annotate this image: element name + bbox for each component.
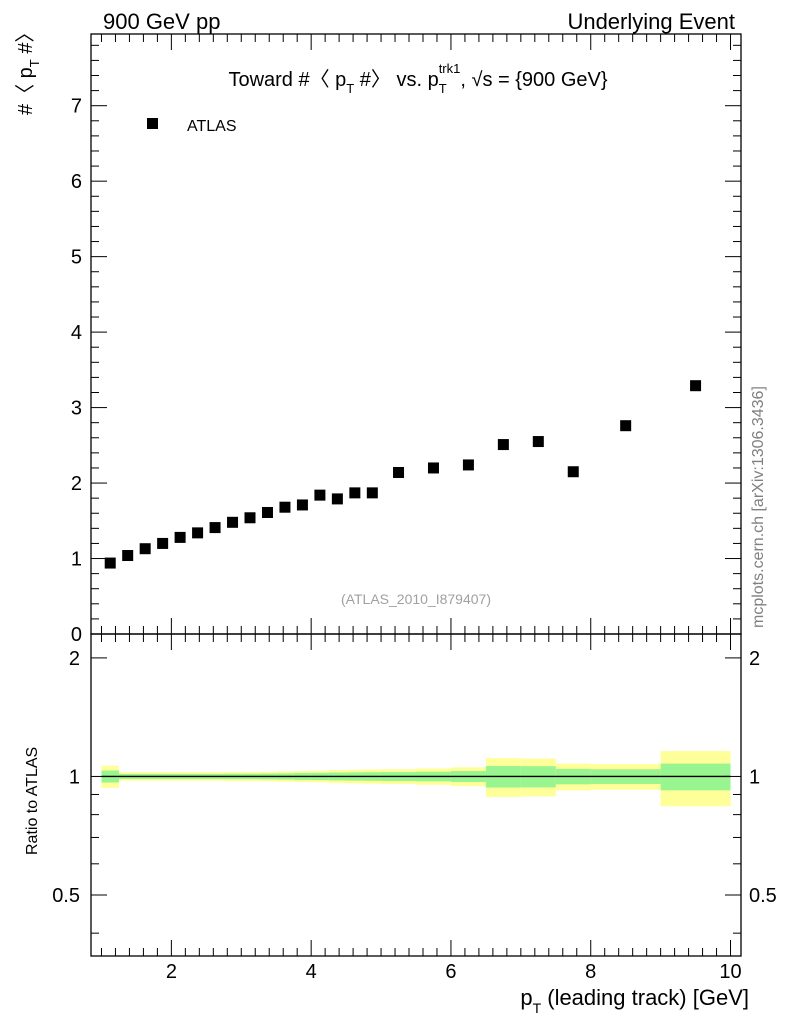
ratio-axis-ticks (91, 634, 741, 956)
x-tick-label: 6 (445, 961, 456, 983)
y-tick-label: 7 (71, 96, 82, 118)
main-y-axis-label: #〈 pT #〉 (15, 23, 42, 115)
x-tick-label: 8 (585, 961, 596, 983)
x-axis-label: pT (leading track) [GeV] (520, 985, 749, 1016)
ratio-y-tick-label-left: 0.5 (52, 885, 80, 907)
data-point (296, 499, 308, 511)
data-point (227, 516, 239, 528)
data-point (393, 466, 405, 478)
header-right: Underlying Event (567, 9, 735, 34)
ratio-y-tick-labels: 0.5 0.5 1 1 2 2 (52, 648, 777, 907)
data-point (366, 487, 378, 499)
data-point (349, 487, 361, 499)
data-point (497, 439, 509, 451)
data-point (690, 380, 702, 392)
data-point (174, 531, 186, 543)
x-tick-labels: 2 4 6 8 10 (166, 961, 742, 983)
y-tick-label: 0 (71, 624, 82, 646)
main-title: Toward #〈 pT #〉 vs. pTtrk1, √s = {900 Ge… (228, 61, 607, 96)
x-tick-label: 2 (166, 961, 177, 983)
y-tick-label: 1 (71, 549, 82, 571)
main-panel: 0 1 2 3 4 5 6 7 Toward #〈 pT #〉 vs. pTtrk1, √s … (15, 23, 742, 646)
legend-label-atlas: ATLAS (187, 118, 237, 135)
y-tick-label: 3 (71, 398, 82, 420)
data-point (122, 550, 134, 562)
legend-marker-atlas (147, 118, 158, 129)
data-point (314, 489, 326, 501)
data-point (244, 512, 256, 524)
ratio-y-tick-label-right: 2 (749, 648, 760, 670)
ratio-y-tick-label-left: 2 (69, 648, 80, 670)
header-left: 900 GeV pp (103, 9, 220, 34)
y-tick-label: 5 (71, 247, 82, 269)
y-tick-label: 2 (71, 473, 82, 495)
data-point (620, 420, 632, 432)
ratio-y-tick-label-right: 0.5 (749, 885, 777, 907)
data-point (279, 501, 291, 513)
data-point (104, 557, 116, 569)
ratio-panel: 0.5 0.5 1 1 2 2 2 4 6 8 10 Ratio to ATLAS pT (lea… (24, 633, 777, 1016)
side-label: mcplots.cern.ch [arXiv:1306.3436] (750, 386, 767, 628)
main-y-tick-labels: 0 1 2 3 4 5 6 7 (71, 96, 82, 646)
y-tick-label: 4 (71, 322, 82, 344)
data-point (427, 462, 439, 474)
data-point (192, 527, 204, 539)
ratio-y-tick-label-right: 1 (749, 766, 760, 788)
ratio-uncertainty-bands (101, 751, 731, 807)
data-point (157, 537, 169, 549)
y-tick-label: 6 (71, 171, 82, 193)
data-point (139, 543, 151, 555)
x-tick-label: 10 (719, 961, 741, 983)
ratio-plot-frame (90, 633, 742, 957)
data-point (261, 506, 273, 518)
data-point (532, 436, 544, 448)
data-point (462, 459, 474, 471)
x-tick-label: 4 (306, 961, 317, 983)
data-point (567, 466, 579, 478)
main-axis-ticks (91, 34, 741, 635)
analysis-annotation: (ATLAS_2010_I879407) (341, 591, 491, 607)
ratio-y-tick-label-left: 1 (69, 766, 80, 788)
ratio-y-axis-label: Ratio to ATLAS (24, 747, 41, 855)
main-data-points (104, 380, 702, 569)
data-point (331, 493, 343, 505)
data-point (209, 522, 221, 534)
